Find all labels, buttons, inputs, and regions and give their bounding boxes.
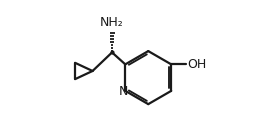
Text: NH₂: NH₂ [100, 16, 124, 29]
Text: N: N [119, 85, 129, 98]
Text: OH: OH [187, 58, 206, 71]
